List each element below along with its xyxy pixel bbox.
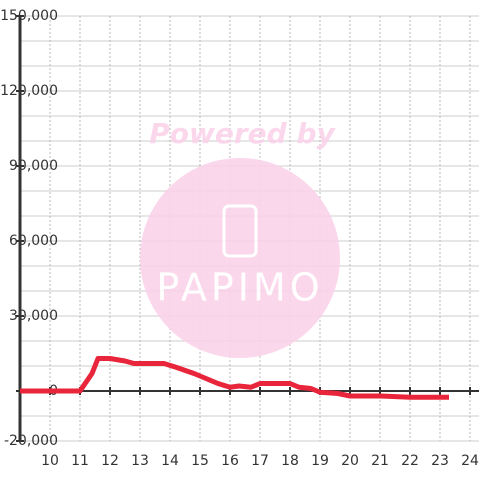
x-tick-label: 23: [431, 453, 449, 469]
watermark: Powered by PAPIMO: [140, 117, 340, 358]
x-tick-label: 15: [191, 453, 209, 469]
x-tick-label: 18: [281, 453, 299, 469]
watermark-circle: [140, 158, 340, 358]
x-tick-label: 12: [101, 453, 119, 469]
x-tick-label: 20: [341, 453, 359, 469]
x-tick-label: 21: [371, 453, 389, 469]
line-series: [20, 356, 449, 400]
y-tick-label: 120,000: [0, 83, 58, 99]
x-tick-label: 13: [131, 453, 149, 469]
watermark-logo: PAPIMO: [156, 266, 323, 310]
x-tick-label: 11: [71, 453, 89, 469]
x-tick-label: 19: [311, 453, 329, 469]
x-tick-label: 16: [221, 453, 239, 469]
grid: [20, 15, 479, 442]
x-tick-label: 22: [401, 453, 419, 469]
y-tick-label: 150,000: [0, 8, 58, 24]
y-tick-label: -20,000: [4, 433, 58, 449]
watermark-text: Powered by: [149, 117, 336, 150]
x-tick-label: 17: [251, 453, 269, 469]
x-tick-label: 10: [41, 453, 59, 469]
watermark-icon: [222, 204, 258, 258]
x-tick-label: 24: [461, 453, 479, 469]
x-tick-label: 14: [161, 453, 179, 469]
